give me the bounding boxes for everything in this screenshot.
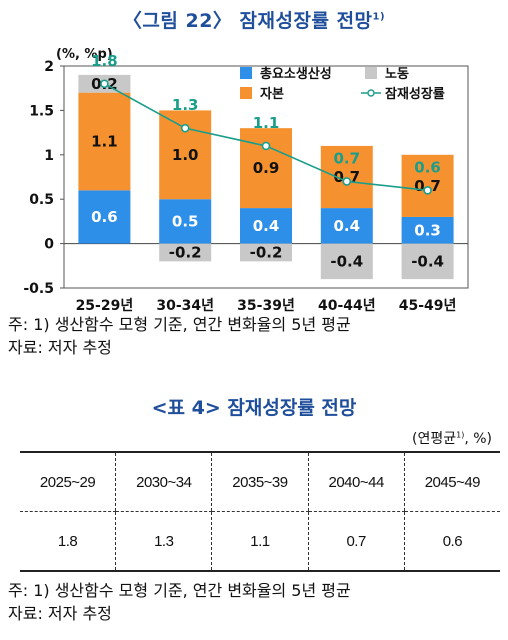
table-cell: 1.3 xyxy=(115,511,212,572)
table-header-cell: 2045~49 xyxy=(403,451,500,512)
bar-segment xyxy=(240,208,292,244)
bar-data-label: 0.5 xyxy=(172,212,199,230)
bar-segment xyxy=(320,145,373,209)
legend-marker xyxy=(367,89,375,97)
bar-segment xyxy=(78,92,131,191)
line-data-label: 0.6 xyxy=(414,158,441,176)
line-data-label: 1.1 xyxy=(253,114,280,132)
x-tick-label: 25-29년 xyxy=(76,298,134,314)
legend-label: 자본 xyxy=(260,87,284,102)
table-unit-footnote: 1) xyxy=(456,430,465,440)
bar-segment xyxy=(320,208,373,244)
table-unit: (연평균1), %) xyxy=(412,428,492,448)
table-header-cell: 2025~29 xyxy=(20,451,116,512)
legend-swatch xyxy=(240,87,252,99)
table-row: 1.8 1.3 1.1 0.7 0.6 xyxy=(20,511,500,572)
line-point xyxy=(180,123,190,133)
y-tick-label: 1.5 xyxy=(29,103,54,119)
table-unit-tail: , %) xyxy=(464,431,492,447)
bar-segment xyxy=(401,154,454,217)
table-cell: 1.8 xyxy=(20,511,116,572)
bar-data-label: 0.4 xyxy=(334,217,361,235)
x-tick-label: 40-44년 xyxy=(318,298,376,314)
figure-title-footnote: 1) xyxy=(372,11,386,23)
y-tick-label: 1 xyxy=(44,148,54,164)
bar-data-label: 0.3 xyxy=(414,221,441,239)
stacked-bar-chart: (%, %p) -0.5 0 0.5 1 1.5 2 25-29년 30-34년 35-39년 40… xyxy=(23,47,469,314)
bar-segment xyxy=(159,199,212,244)
table-title: <표 4> 잠재성장률 전망 xyxy=(151,397,357,419)
bar-data-label: -0.4 xyxy=(330,252,363,270)
legend-label: 잠재성장률 xyxy=(385,86,445,102)
bar-data-label: 0.9 xyxy=(253,159,280,177)
line-point xyxy=(100,79,109,89)
y-tick-label: -0.5 xyxy=(23,281,54,297)
legend-label: 노동 xyxy=(385,67,409,82)
bar-segment xyxy=(401,243,454,280)
bar-segment xyxy=(320,243,373,280)
bar-data-label: 0.6 xyxy=(91,208,118,226)
table-cell: 0.7 xyxy=(307,511,405,572)
table-note: 주: 1) 생산함수 모형 기준, 연간 변화율의 5년 평균 xyxy=(8,581,351,600)
bar-segment xyxy=(78,190,131,244)
bar-segment xyxy=(159,243,212,262)
y-tick-label: 2 xyxy=(44,59,54,75)
x-tick-label: 35-39년 xyxy=(237,298,295,314)
bar-data-label: -0.2 xyxy=(169,243,202,261)
x-tick-label: 45-49년 xyxy=(399,298,457,314)
y-tick-label: 0 xyxy=(44,237,54,253)
line-data-label: 1.8 xyxy=(91,52,118,70)
legend-label: 총요소생산성 xyxy=(260,66,332,82)
plot-area-frame xyxy=(63,65,469,289)
y-tick-label: 0.5 xyxy=(29,192,54,208)
line-data-label: 0.7 xyxy=(334,149,361,167)
bar-segment xyxy=(401,216,454,244)
figure-note: 주: 1) 생산함수 모형 기준, 연간 변화율의 5년 평균 xyxy=(8,315,351,334)
figure-title-text: 〈그림 22〉 잠재성장률 전망 xyxy=(122,10,373,32)
table-header-row: 2025~29 2030~34 2035~39 2040~44 2045~49 xyxy=(20,451,500,512)
figure-source: 자료: 저자 추정 xyxy=(8,338,112,357)
y-axis-label: (%, %p) xyxy=(56,47,113,62)
table-header-cell: 2030~34 xyxy=(115,451,212,512)
table-cell: 1.1 xyxy=(211,511,309,572)
bar-data-label: 0.4 xyxy=(253,217,280,235)
bar-data-label: -0.2 xyxy=(250,243,283,261)
bar-segment xyxy=(240,243,292,262)
line-data-label: 1.3 xyxy=(172,96,199,114)
bar-data-label: -0.4 xyxy=(411,252,444,270)
line-point xyxy=(342,177,352,186)
line-point xyxy=(423,186,432,195)
table-cell: 0.6 xyxy=(403,511,500,572)
table-unit-text: (연평균 xyxy=(412,431,457,447)
table-header-cell: 2040~44 xyxy=(307,451,405,512)
x-tick-label: 30-34년 xyxy=(156,298,214,314)
legend-swatch xyxy=(365,67,377,79)
table-header-cell: 2035~39 xyxy=(211,451,309,512)
bar-data-label: 1.0 xyxy=(172,146,199,164)
figure-title: 〈그림 22〉 잠재성장률 전망1) xyxy=(0,6,508,33)
bar-data-label: 1.1 xyxy=(91,132,118,150)
projection-table: 2025~29 2030~34 2035~39 2040~44 2045~49 … xyxy=(20,451,500,572)
line-point xyxy=(261,141,271,151)
table-source: 자료: 저자 추정 xyxy=(8,604,112,623)
legend-swatch xyxy=(240,67,252,79)
